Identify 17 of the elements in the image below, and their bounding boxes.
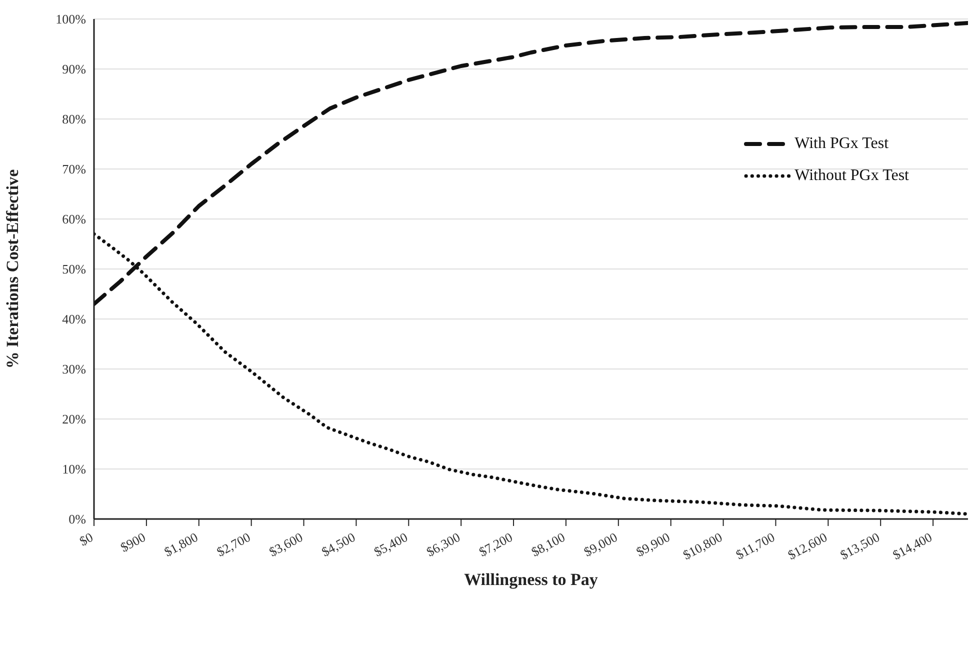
y-tick-label: 50% (62, 262, 86, 277)
y-tick-label: 0% (68, 512, 86, 527)
y-tick-label: 30% (62, 362, 86, 377)
y-tick-label: 100% (56, 12, 86, 27)
legend-label: With PGx Test (794, 135, 889, 153)
y-tick-label: 70% (62, 162, 86, 177)
y-tick-label: 20% (62, 412, 86, 427)
y-tick-label: 90% (62, 62, 86, 77)
y-tick-label: 60% (62, 212, 86, 227)
y-tick-label: 80% (62, 112, 86, 127)
y-tick-label: 10% (62, 462, 86, 477)
y-tick-label: 40% (62, 312, 86, 327)
y-axis-title: % Iterations Cost-Effective (3, 168, 22, 369)
x-tick-label: $0 (76, 529, 96, 549)
x-axis-title: Willingness to Pay (464, 570, 598, 589)
legend-label: Without PGx Test (794, 167, 909, 185)
x-tick-label: $900 (118, 529, 148, 555)
